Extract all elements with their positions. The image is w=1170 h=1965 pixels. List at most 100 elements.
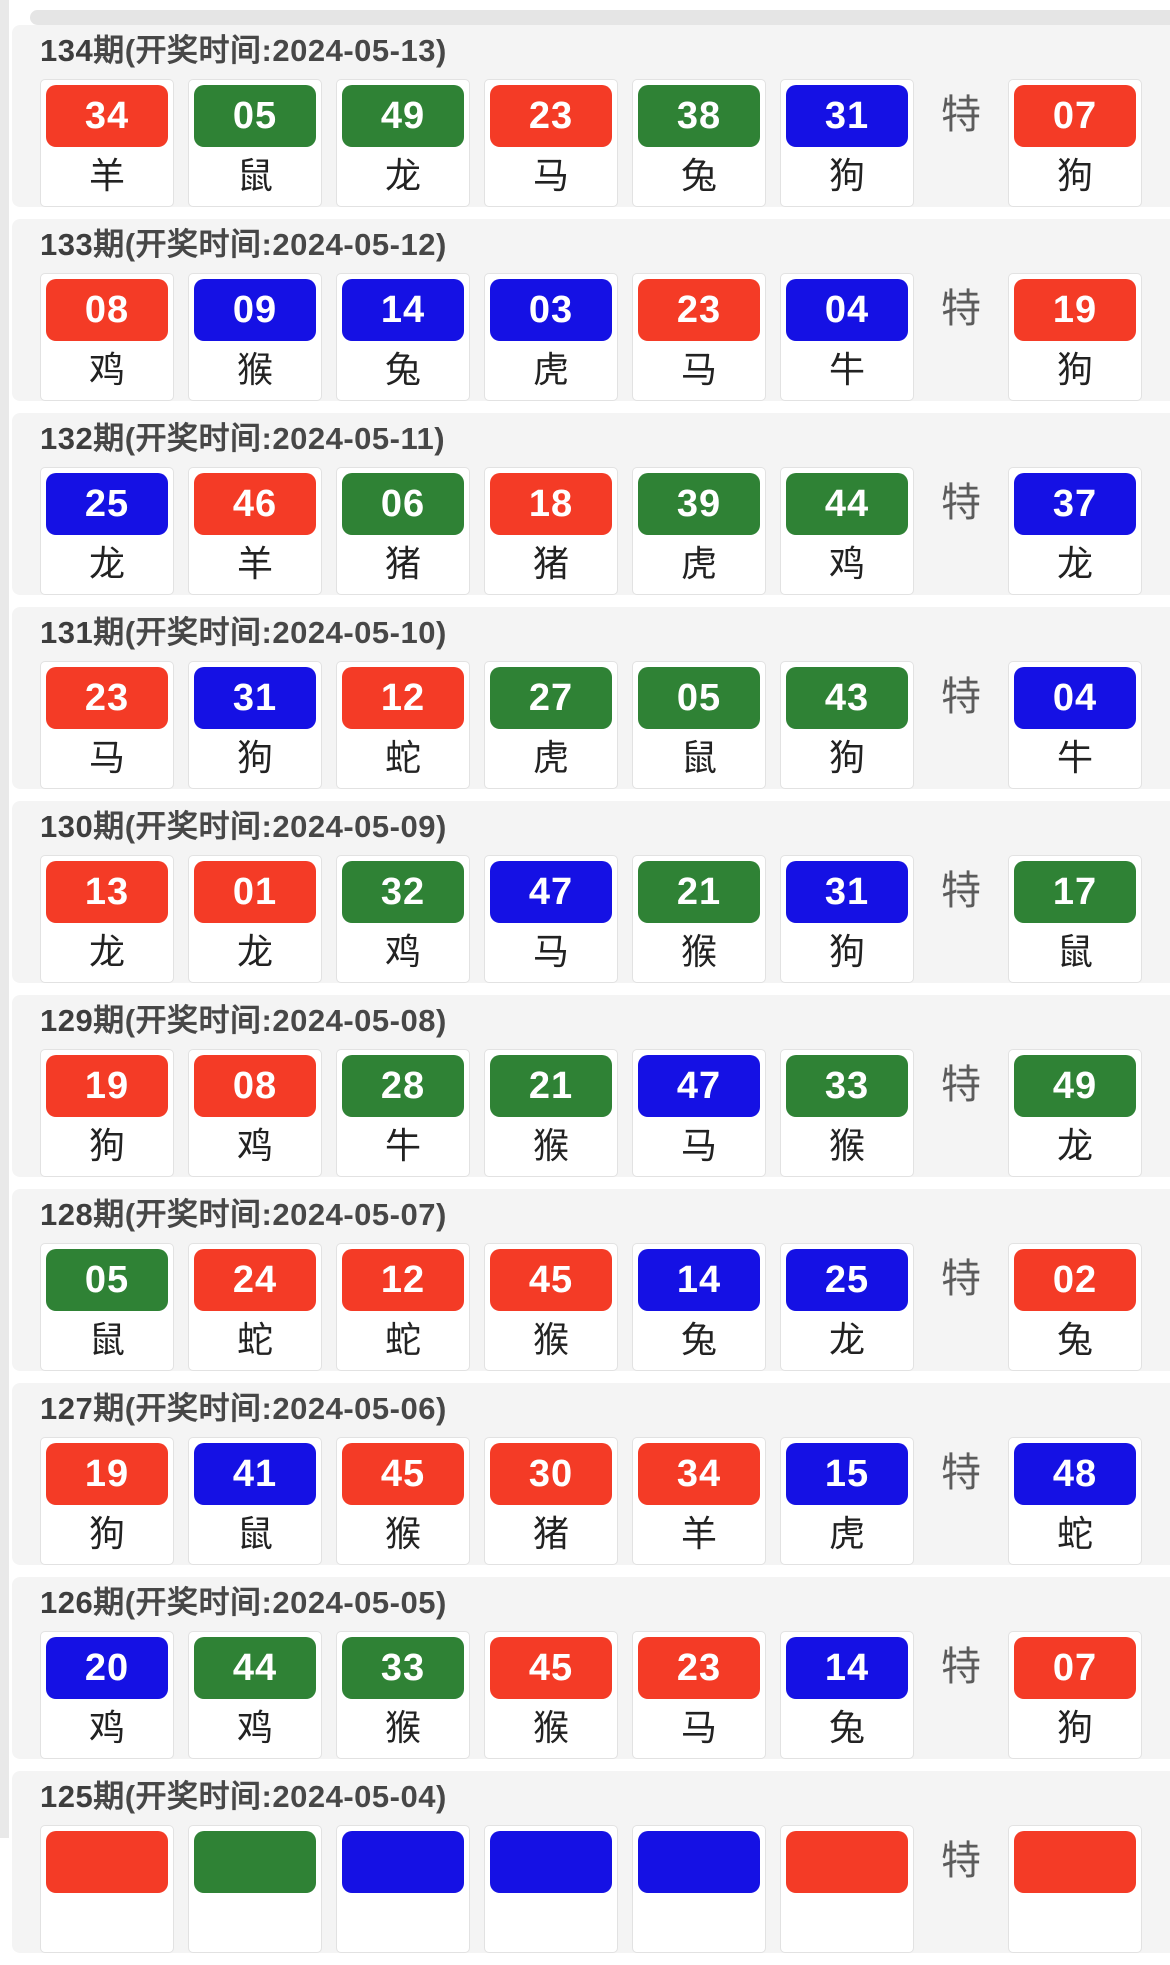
special-label: 特 bbox=[941, 1839, 981, 1883]
ball-number-badge: 04 bbox=[786, 279, 908, 341]
draw-section: 127期(开奖时间:2024-05-06) 19 狗 41 鼠 45 猴 30 猪 34 羊 15 虎… bbox=[12, 1383, 1170, 1565]
ball-number-badge bbox=[1014, 1831, 1136, 1893]
ball-number-badge: 05 bbox=[46, 1249, 168, 1311]
draw-section: 129期(开奖时间:2024-05-08) 19 狗 08 鸡 28 牛 21 猴 47 马 33 猴… bbox=[12, 995, 1170, 1177]
ball-animal-label: 牛 bbox=[384, 1125, 421, 1166]
draw-section: 128期(开奖时间:2024-05-07) 05 鼠 24 蛇 12 蛇 45 猴 14 兔 25 龙… bbox=[12, 1189, 1170, 1371]
ball-number-badge: 25 bbox=[46, 473, 168, 535]
draw-header: 129期(开奖时间:2024-05-08) bbox=[40, 1003, 1142, 1039]
ball-number-badge: 06 bbox=[342, 473, 464, 535]
special-ball-cell: 37 龙 bbox=[1008, 467, 1142, 595]
draw-header: 134期(开奖时间:2024-05-13) bbox=[40, 33, 1142, 69]
ball-number-badge: 49 bbox=[1014, 1055, 1136, 1117]
ball-animal-label: 猴 bbox=[532, 1125, 569, 1166]
ball-animal-label: 牛 bbox=[828, 349, 865, 390]
ball-animal-label: 鸡 bbox=[236, 1125, 273, 1166]
draw-period: 131 bbox=[40, 615, 94, 650]
draw-period: 133 bbox=[40, 227, 94, 262]
ball-animal-label: 龙 bbox=[88, 543, 125, 584]
ball-number-badge: 01 bbox=[194, 861, 316, 923]
draw-header-suffix: 期(开奖时间:2024-05-09) bbox=[93, 809, 447, 844]
ball-cell: 45 猴 bbox=[336, 1437, 470, 1565]
draw-period: 127 bbox=[40, 1391, 94, 1426]
ball-cell bbox=[188, 1825, 322, 1953]
draw-section: 134期(开奖时间:2024-05-13) 34 羊 05 鼠 49 龙 23 马 38 兔 31 狗… bbox=[12, 25, 1170, 207]
ball-number-badge: 41 bbox=[194, 1443, 316, 1505]
ball-animal-label: 鼠 bbox=[1056, 931, 1093, 972]
ball-row: 23 马 31 狗 12 蛇 27 虎 05 鼠 43 狗 特 04 牛 bbox=[40, 661, 1142, 789]
ball-animal-label: 马 bbox=[680, 1707, 717, 1748]
ball-animal-label: 龙 bbox=[1056, 543, 1093, 584]
special-ball-cell: 19 狗 bbox=[1008, 273, 1142, 401]
special-spacer: 特 bbox=[928, 467, 994, 534]
ball-number-badge: 28 bbox=[342, 1055, 464, 1117]
special-label: 特 bbox=[941, 1451, 981, 1495]
ball-animal-label: 鼠 bbox=[236, 1513, 273, 1554]
ball-cell: 05 鼠 bbox=[40, 1243, 174, 1371]
special-label: 特 bbox=[941, 1645, 981, 1689]
ball-animal-label: 马 bbox=[532, 931, 569, 972]
ball-cell bbox=[40, 1825, 174, 1953]
ball-cell: 24 蛇 bbox=[188, 1243, 322, 1371]
ball-cell: 31 狗 bbox=[188, 661, 322, 789]
ball-cell: 41 鼠 bbox=[188, 1437, 322, 1565]
ball-animal-label: 龙 bbox=[236, 931, 273, 972]
ball-number-badge: 47 bbox=[490, 861, 612, 923]
ball-animal-label: 猴 bbox=[828, 1125, 865, 1166]
ball-animal-label: 虎 bbox=[828, 1513, 865, 1554]
ball-cell: 09 猴 bbox=[188, 273, 322, 401]
ball-number-badge: 23 bbox=[490, 85, 612, 147]
ball-cell: 45 猴 bbox=[484, 1243, 618, 1371]
ball-animal-label: 鸡 bbox=[384, 931, 421, 972]
ball-number-badge: 34 bbox=[46, 85, 168, 147]
ball-cell: 23 马 bbox=[632, 273, 766, 401]
special-ball-cell bbox=[1008, 1825, 1142, 1953]
ball-animal-label: 狗 bbox=[828, 155, 865, 196]
ball-animal-label bbox=[638, 1893, 760, 1949]
draw-header-suffix: 期(开奖时间:2024-05-06) bbox=[93, 1391, 447, 1426]
ball-number-badge: 43 bbox=[786, 667, 908, 729]
ball-number-badge: 45 bbox=[490, 1249, 612, 1311]
ball-cell bbox=[780, 1825, 914, 1953]
ball-cell: 33 猴 bbox=[780, 1049, 914, 1177]
ball-cell: 43 狗 bbox=[780, 661, 914, 789]
special-spacer: 特 bbox=[928, 855, 994, 922]
special-ball-cell: 04 牛 bbox=[1008, 661, 1142, 789]
ball-number-badge: 19 bbox=[46, 1055, 168, 1117]
ball-cell: 31 狗 bbox=[780, 79, 914, 207]
special-ball-cell: 49 龙 bbox=[1008, 1049, 1142, 1177]
ball-animal-label: 猴 bbox=[532, 1707, 569, 1748]
special-spacer: 特 bbox=[928, 1825, 994, 1892]
ball-animal-label: 牛 bbox=[1056, 737, 1093, 778]
ball-animal-label: 猪 bbox=[532, 543, 569, 584]
ball-cell: 39 虎 bbox=[632, 467, 766, 595]
ball-animal-label: 虎 bbox=[532, 349, 569, 390]
ball-cell: 47 马 bbox=[632, 1049, 766, 1177]
ball-animal-label: 猴 bbox=[236, 349, 273, 390]
ball-cell: 08 鸡 bbox=[40, 273, 174, 401]
ball-cell: 05 鼠 bbox=[632, 661, 766, 789]
ball-number-badge: 31 bbox=[786, 861, 908, 923]
special-label: 特 bbox=[941, 481, 981, 525]
ball-cell: 14 兔 bbox=[632, 1243, 766, 1371]
draw-header-suffix: 期(开奖时间:2024-05-10) bbox=[93, 615, 447, 650]
ball-row: 05 鼠 24 蛇 12 蛇 45 猴 14 兔 25 龙 特 02 兔 bbox=[40, 1243, 1142, 1371]
draw-period: 130 bbox=[40, 809, 94, 844]
ball-animal-label: 狗 bbox=[828, 737, 865, 778]
ball-cell bbox=[484, 1825, 618, 1953]
ball-number-badge: 38 bbox=[638, 85, 760, 147]
draw-header: 128期(开奖时间:2024-05-07) bbox=[40, 1197, 1142, 1233]
ball-animal-label: 蛇 bbox=[236, 1319, 273, 1360]
ball-number-badge: 13 bbox=[46, 861, 168, 923]
ball-cell: 18 猪 bbox=[484, 467, 618, 595]
draw-header-suffix: 期(开奖时间:2024-05-13) bbox=[93, 33, 447, 68]
draw-section: 132期(开奖时间:2024-05-11) 25 龙 46 羊 06 猪 18 猪 39 虎 44 鸡… bbox=[12, 413, 1170, 595]
ball-cell: 46 羊 bbox=[188, 467, 322, 595]
ball-animal-label: 兔 bbox=[680, 155, 717, 196]
ball-animal-label: 虎 bbox=[680, 543, 717, 584]
special-label: 特 bbox=[941, 675, 981, 719]
draw-header: 126期(开奖时间:2024-05-05) bbox=[40, 1585, 1142, 1621]
ball-number-badge bbox=[638, 1831, 760, 1893]
ball-row: 25 龙 46 羊 06 猪 18 猪 39 虎 44 鸡 特 37 龙 bbox=[40, 467, 1142, 595]
draw-period: 134 bbox=[40, 33, 94, 68]
